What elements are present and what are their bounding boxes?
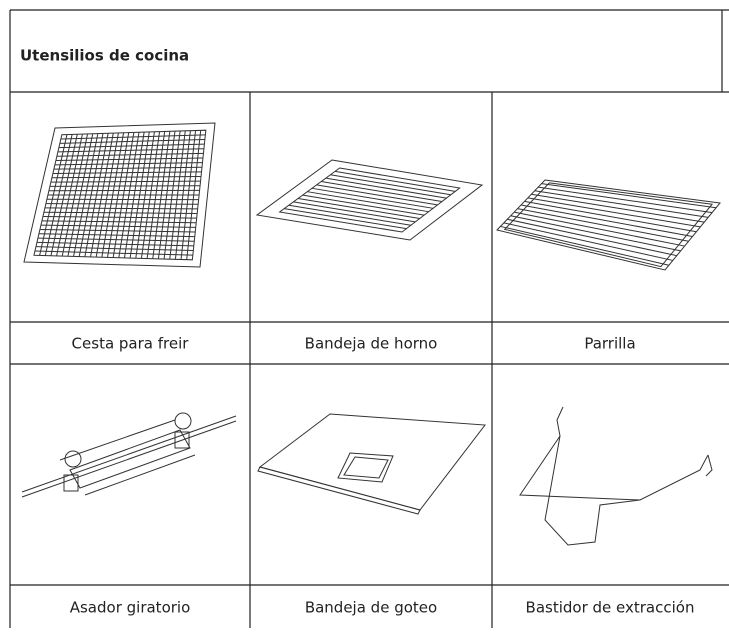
tray-slot bbox=[303, 195, 424, 215]
item-label: Cesta para freir bbox=[72, 335, 190, 353]
spit-rod bbox=[22, 416, 236, 492]
item-label: Parrilla bbox=[584, 335, 635, 353]
tray-slot bbox=[312, 188, 433, 208]
tray-slot bbox=[326, 178, 447, 198]
drip-edge bbox=[258, 467, 420, 514]
rack-wire bbox=[514, 212, 685, 246]
item-label: Asador giratorio bbox=[70, 599, 191, 617]
spit-prong bbox=[85, 455, 195, 495]
rack-wire bbox=[521, 205, 693, 237]
rack-wire bbox=[511, 216, 681, 251]
tray-slot bbox=[289, 205, 411, 225]
tray-slot bbox=[335, 171, 455, 191]
basket-mesh bbox=[45, 208, 198, 209]
spit-clamp bbox=[175, 413, 191, 429]
handle-wire bbox=[520, 407, 708, 500]
spit-prong bbox=[60, 420, 175, 460]
spit-clamp bbox=[65, 451, 81, 467]
basket-mesh bbox=[44, 212, 197, 213]
tray-rim bbox=[257, 160, 482, 240]
tray-slot bbox=[284, 209, 406, 229]
basket-mesh bbox=[46, 204, 198, 205]
drip-tray bbox=[260, 414, 485, 510]
item-label: Bandeja de horno bbox=[305, 335, 438, 353]
tray-slot bbox=[317, 185, 438, 205]
tray-slot bbox=[298, 198, 420, 218]
tray-slot bbox=[321, 182, 442, 202]
tray-slot bbox=[307, 192, 428, 212]
tray-slot bbox=[293, 202, 415, 222]
table-grid bbox=[10, 10, 729, 628]
table-title: Utensilios de cocina bbox=[20, 47, 189, 65]
item-label: Bastidor de extracción bbox=[526, 599, 695, 617]
spit-rod bbox=[22, 421, 236, 497]
item-label: Bandeja de goteo bbox=[305, 599, 437, 617]
tray-slot bbox=[330, 175, 450, 195]
handle-wire bbox=[545, 436, 640, 545]
handle-wire bbox=[706, 455, 712, 476]
drip-center-inner bbox=[344, 457, 388, 478]
